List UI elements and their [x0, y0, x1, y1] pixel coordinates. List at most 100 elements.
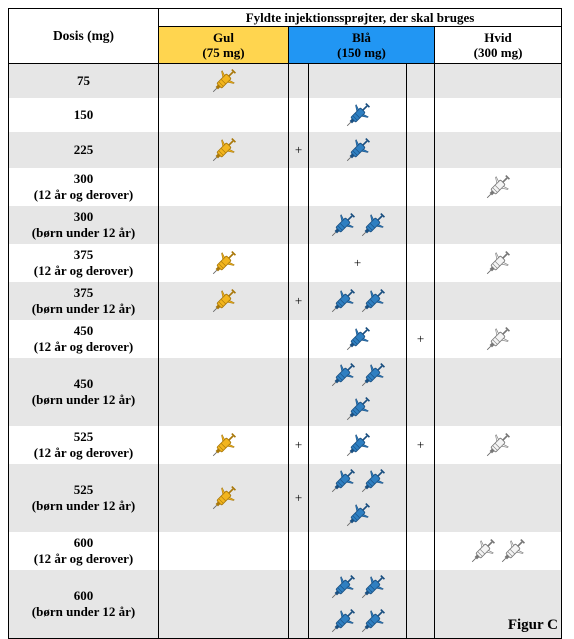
dose-age-group: (12 år og derover) [33, 187, 134, 202]
dose-value: 225 [73, 142, 94, 157]
gul-cell [158, 244, 289, 282]
dose-cell: 150 [8, 98, 159, 132]
gul-cell [158, 206, 289, 244]
hvid-cell [433, 426, 563, 464]
blaa-cell [308, 532, 407, 570]
dose-age-group: (børn under 12 år) [31, 498, 136, 513]
plus-sign [288, 244, 309, 282]
blaa-cell [308, 426, 407, 464]
dose-value: 150 [73, 107, 94, 122]
syringe-icon [326, 604, 360, 638]
gul-cell [158, 63, 289, 98]
gul-cell [158, 570, 289, 639]
blaa-cell [308, 570, 407, 639]
syringe-icon [207, 284, 241, 318]
gul-cell [158, 426, 289, 464]
syringe-icon [356, 284, 390, 318]
dose-cell: 375 (12 år og derover) [8, 244, 159, 282]
syringe-icon [481, 428, 515, 462]
plus-sign [288, 168, 309, 206]
header-gul-label: Gul [213, 30, 234, 45]
blaa-cell [308, 98, 407, 132]
syringe-icon [341, 133, 375, 167]
dose-value: 450 [73, 323, 94, 338]
table-row: 525 (12 år og derover) + + [8, 426, 563, 464]
hvid-cell [433, 282, 563, 320]
syringe-icon [207, 246, 241, 280]
dose-cell: 375 (børn under 12 år) [8, 282, 159, 320]
hvid-cell [433, 168, 563, 206]
blaa-cell [308, 132, 407, 168]
table-row: 525 (børn under 12 år) + [8, 464, 563, 532]
dose-cell: 525 (børn under 12 år) [8, 464, 159, 532]
syringe-icon [341, 428, 375, 462]
gul-cell [158, 532, 289, 570]
plus-sign: + [288, 426, 309, 464]
hvid-cell [433, 132, 563, 168]
syringe-icon [466, 534, 500, 568]
blaa-cell [308, 168, 407, 206]
dose-cell: 75 [8, 63, 159, 98]
header-blaa: Blå (150 mg) [288, 26, 435, 64]
dose-age-group: (børn under 12 år) [31, 392, 136, 407]
dose-value: 450 [73, 376, 94, 391]
dose-value: 375 [73, 247, 94, 262]
table-row: 300 (børn under 12 år) [8, 206, 563, 244]
plus-sign: + [288, 132, 309, 168]
table-row: 600 (børn under 12 år) [8, 570, 563, 639]
header-blaa-sub: (150 mg) [337, 45, 386, 60]
hvid-cell [433, 244, 563, 282]
table-row: 450 (børn under 12 år) [8, 358, 563, 426]
gul-cell [158, 282, 289, 320]
table-row: 225 + [8, 132, 563, 168]
plus-sign: + [406, 320, 435, 358]
blaa-cell [308, 464, 407, 532]
syringe-icon [356, 604, 390, 638]
plus-sign [406, 63, 435, 98]
blaa-cell: + [308, 244, 407, 282]
dose-age-group: (12 år og derover) [33, 551, 134, 566]
syringe-icon [326, 570, 360, 604]
blaa-cell [308, 320, 407, 358]
hvid-cell [433, 320, 563, 358]
dose-cell: 600 (børn under 12 år) [8, 570, 159, 639]
plus-sign [406, 532, 435, 570]
syringe-icon [341, 392, 375, 426]
dose-value: 300 [73, 171, 94, 186]
blaa-cell [308, 206, 407, 244]
table-row: 450 (12 år og derover) + [8, 320, 563, 358]
dose-value: 600 [73, 588, 94, 603]
gul-cell [158, 98, 289, 132]
gul-cell [158, 168, 289, 206]
dose-cell: 450 (børn under 12 år) [8, 358, 159, 426]
header-gul: Gul (75 mg) [158, 26, 289, 64]
dose-cell: 600 (12 år og derover) [8, 532, 159, 570]
plus-sign: + [288, 464, 309, 532]
syringe-icon [326, 284, 360, 318]
dose-age-group: (12 år og derover) [33, 445, 134, 460]
gul-cell [158, 132, 289, 168]
blaa-cell [308, 358, 407, 426]
plus-sign [406, 168, 435, 206]
dose-cell: 450 (12 år og derover) [8, 320, 159, 358]
plus-sign [288, 532, 309, 570]
table-row: 375 (12 år og derover) + [8, 244, 563, 282]
plus-sign [406, 282, 435, 320]
header-gul-sub: (75 mg) [202, 45, 245, 60]
syringe-icon [356, 208, 390, 242]
plus-sign: + [406, 426, 435, 464]
syringe-icon [481, 246, 515, 280]
hvid-cell [433, 98, 563, 132]
dose-table: Dosis (mg) Fyldte injektionssprøjter, de… [8, 8, 563, 639]
syringe-icon [341, 498, 375, 532]
plus-sign [288, 320, 309, 358]
dose-cell: 300 (12 år og derover) [8, 168, 159, 206]
plus-sign [406, 206, 435, 244]
plus-sign [406, 464, 435, 532]
header-hvid-sub: (300 mg) [473, 45, 523, 60]
table-row: 75 [8, 63, 563, 98]
syringe-icon [356, 570, 390, 604]
header-hvid-label: Hvid [484, 30, 512, 45]
plus-sign [406, 358, 435, 426]
dose-value: 300 [73, 209, 94, 224]
